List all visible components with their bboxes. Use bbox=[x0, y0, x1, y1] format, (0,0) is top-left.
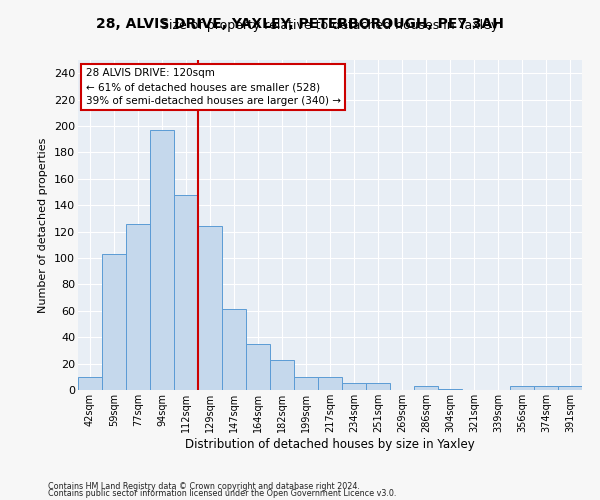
Y-axis label: Number of detached properties: Number of detached properties bbox=[38, 138, 49, 312]
Text: Contains public sector information licensed under the Open Government Licence v3: Contains public sector information licen… bbox=[48, 490, 397, 498]
Bar bbox=[126, 224, 150, 390]
Bar bbox=[294, 377, 318, 390]
Bar bbox=[534, 386, 558, 390]
X-axis label: Distribution of detached houses by size in Yaxley: Distribution of detached houses by size … bbox=[185, 438, 475, 450]
Bar bbox=[246, 344, 270, 390]
Bar bbox=[150, 130, 174, 390]
Text: 28 ALVIS DRIVE: 120sqm
← 61% of detached houses are smaller (528)
39% of semi-de: 28 ALVIS DRIVE: 120sqm ← 61% of detached… bbox=[86, 68, 341, 106]
Bar bbox=[558, 386, 582, 390]
Bar bbox=[438, 388, 462, 390]
Bar bbox=[78, 377, 102, 390]
Bar bbox=[366, 384, 390, 390]
Bar bbox=[102, 254, 126, 390]
Bar bbox=[414, 386, 438, 390]
Bar bbox=[198, 226, 222, 390]
Text: 28, ALVIS DRIVE, YAXLEY, PETERBOROUGH, PE7 3AH: 28, ALVIS DRIVE, YAXLEY, PETERBOROUGH, P… bbox=[96, 18, 504, 32]
Bar bbox=[510, 386, 534, 390]
Bar bbox=[174, 194, 198, 390]
Bar bbox=[342, 384, 366, 390]
Title: Size of property relative to detached houses in Yaxley: Size of property relative to detached ho… bbox=[161, 20, 499, 32]
Bar bbox=[318, 377, 342, 390]
Bar bbox=[222, 310, 246, 390]
Bar bbox=[270, 360, 294, 390]
Text: Contains HM Land Registry data © Crown copyright and database right 2024.: Contains HM Land Registry data © Crown c… bbox=[48, 482, 360, 491]
